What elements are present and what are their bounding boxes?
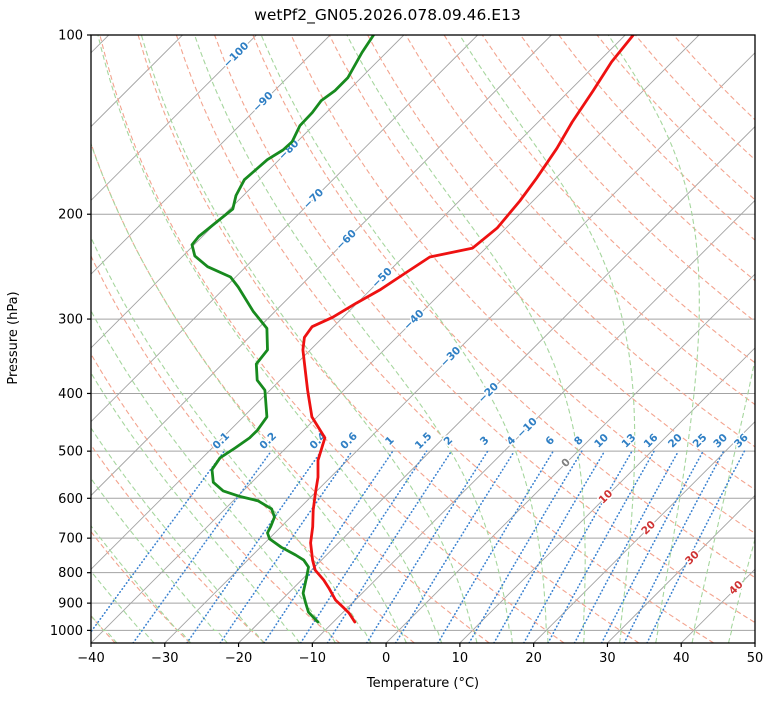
svg-text:6: 6 <box>543 434 557 448</box>
svg-text:900: 900 <box>58 597 83 612</box>
svg-text:400: 400 <box>58 387 83 402</box>
pressure-gridlines <box>91 34 755 631</box>
chart-title: wetPf2_GN05.2026.078.09.46.E13 <box>254 6 521 24</box>
dry-adiabat-lines <box>91 35 755 643</box>
svg-text:200: 200 <box>58 208 83 223</box>
svg-text:100: 100 <box>58 29 83 44</box>
svg-text:−100: −100 <box>221 40 251 70</box>
axis-frame <box>90 34 756 644</box>
svg-text:300: 300 <box>58 313 83 328</box>
svg-text:0.1: 0.1 <box>210 430 232 452</box>
svg-text:1.5: 1.5 <box>413 430 435 452</box>
svg-text:50: 50 <box>747 651 764 666</box>
x-axis-label: Temperature (°C) <box>366 676 480 691</box>
svg-text:700: 700 <box>58 532 83 547</box>
y-tick-labels: 100 200 300 400 500 600 700 800 900 1000 <box>50 29 91 639</box>
svg-text:20: 20 <box>525 651 542 666</box>
temperature-curve <box>301 35 635 624</box>
svg-text:−40: −40 <box>77 651 104 666</box>
svg-text:−30: −30 <box>151 651 178 666</box>
svg-text:40: 40 <box>673 651 690 666</box>
svg-text:1: 1 <box>383 434 397 448</box>
svg-text:0: 0 <box>382 651 390 666</box>
x-tick-labels: −40 −30 −20 −10 0 10 20 30 40 50 <box>77 643 763 666</box>
svg-text:0.6: 0.6 <box>338 430 360 452</box>
svg-text:25: 25 <box>691 432 710 451</box>
svg-text:−10: −10 <box>299 651 326 666</box>
svg-text:30: 30 <box>711 432 730 451</box>
svg-text:1000: 1000 <box>50 624 83 639</box>
svg-text:4: 4 <box>505 434 519 448</box>
svg-text:30: 30 <box>599 651 616 666</box>
svg-text:16: 16 <box>642 432 661 451</box>
svg-text:36: 36 <box>732 432 751 451</box>
svg-text:3: 3 <box>478 434 492 448</box>
svg-text:−20: −20 <box>225 651 252 666</box>
svg-text:2: 2 <box>442 434 456 448</box>
svg-text:600: 600 <box>58 492 83 507</box>
isotherm-lines <box>91 35 755 643</box>
svg-text:800: 800 <box>58 566 83 581</box>
svg-text:500: 500 <box>58 445 83 460</box>
moist-adiabat-lines <box>91 35 755 643</box>
dewpoint-curve <box>190 35 375 624</box>
svg-text:10: 10 <box>452 651 469 666</box>
svg-text:0.2: 0.2 <box>257 430 279 452</box>
mixing-ratio-lines <box>91 450 746 643</box>
svg-text:0.4: 0.4 <box>307 430 329 452</box>
